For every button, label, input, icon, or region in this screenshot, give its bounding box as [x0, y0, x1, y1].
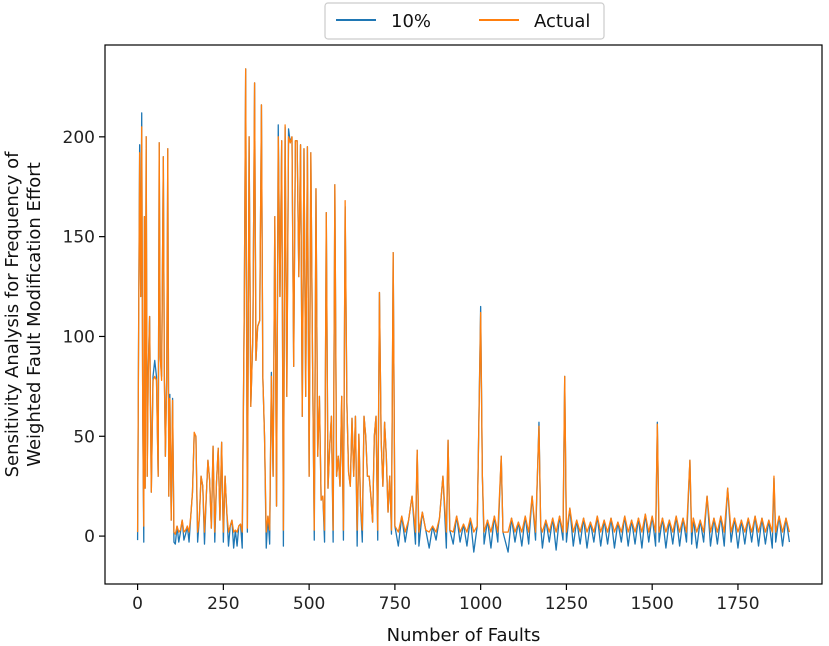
y-tick-label: 0: [84, 527, 95, 547]
x-axis-label: Number of Faults: [387, 625, 541, 646]
x-tick-label: 0: [132, 594, 143, 614]
x-tick-label: 750: [379, 594, 411, 614]
y-axis-label: Sensitivity Analysis for Frequency of We…: [2, 151, 45, 478]
y-axis-label-line-2: Weighted Fault Modification Effort: [24, 162, 45, 467]
x-tick-label: 1500: [631, 594, 674, 614]
x-tick-label: 1000: [459, 594, 502, 614]
legend-label-10pct: 10%: [391, 11, 431, 32]
y-axis-label-line-1: Sensitivity Analysis for Frequency of: [2, 151, 23, 478]
legend: 10% Actual: [324, 2, 605, 40]
y-tick-label: 100: [63, 327, 95, 347]
x-tick-label: 250: [207, 594, 239, 614]
x-tick-label: 500: [293, 594, 325, 614]
x-tick-label: 1750: [716, 594, 759, 614]
legend-box: [324, 2, 605, 40]
y-tick-label: 50: [73, 427, 95, 447]
y-axis: 0 50 100 150 200: [63, 128, 105, 547]
plot-frame: [104, 44, 823, 585]
x-tick-label: 1250: [545, 594, 588, 614]
y-tick-label: 200: [63, 128, 95, 148]
legend-label-actual: Actual: [534, 11, 590, 32]
y-tick-label: 150: [63, 228, 95, 248]
series-line-actual: [136, 68, 791, 535]
series-line-10pct: [136, 68, 791, 553]
series-layer: [136, 68, 791, 553]
x-axis: 0 250 500 750 1000 1250 1500 1750: [132, 584, 760, 614]
